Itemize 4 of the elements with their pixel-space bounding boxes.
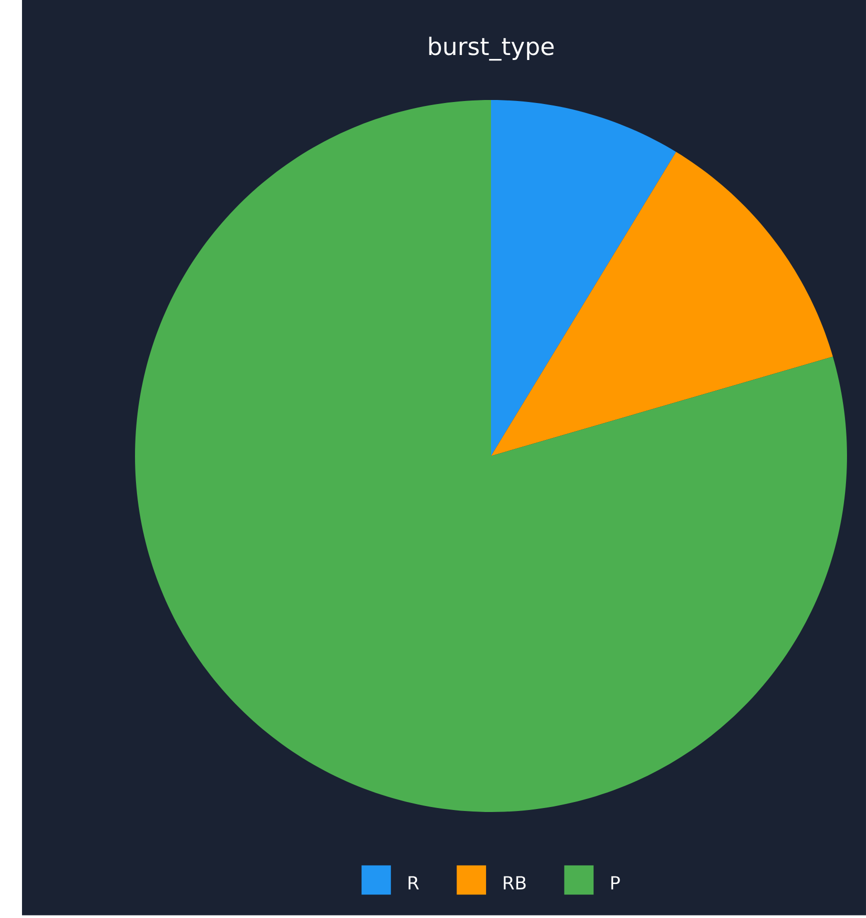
- chart-title: burst_type: [429, 36, 554, 61]
- legend-label: P: [611, 876, 620, 890]
- legend-label: R: [408, 876, 419, 890]
- legend-label: RB: [504, 876, 526, 890]
